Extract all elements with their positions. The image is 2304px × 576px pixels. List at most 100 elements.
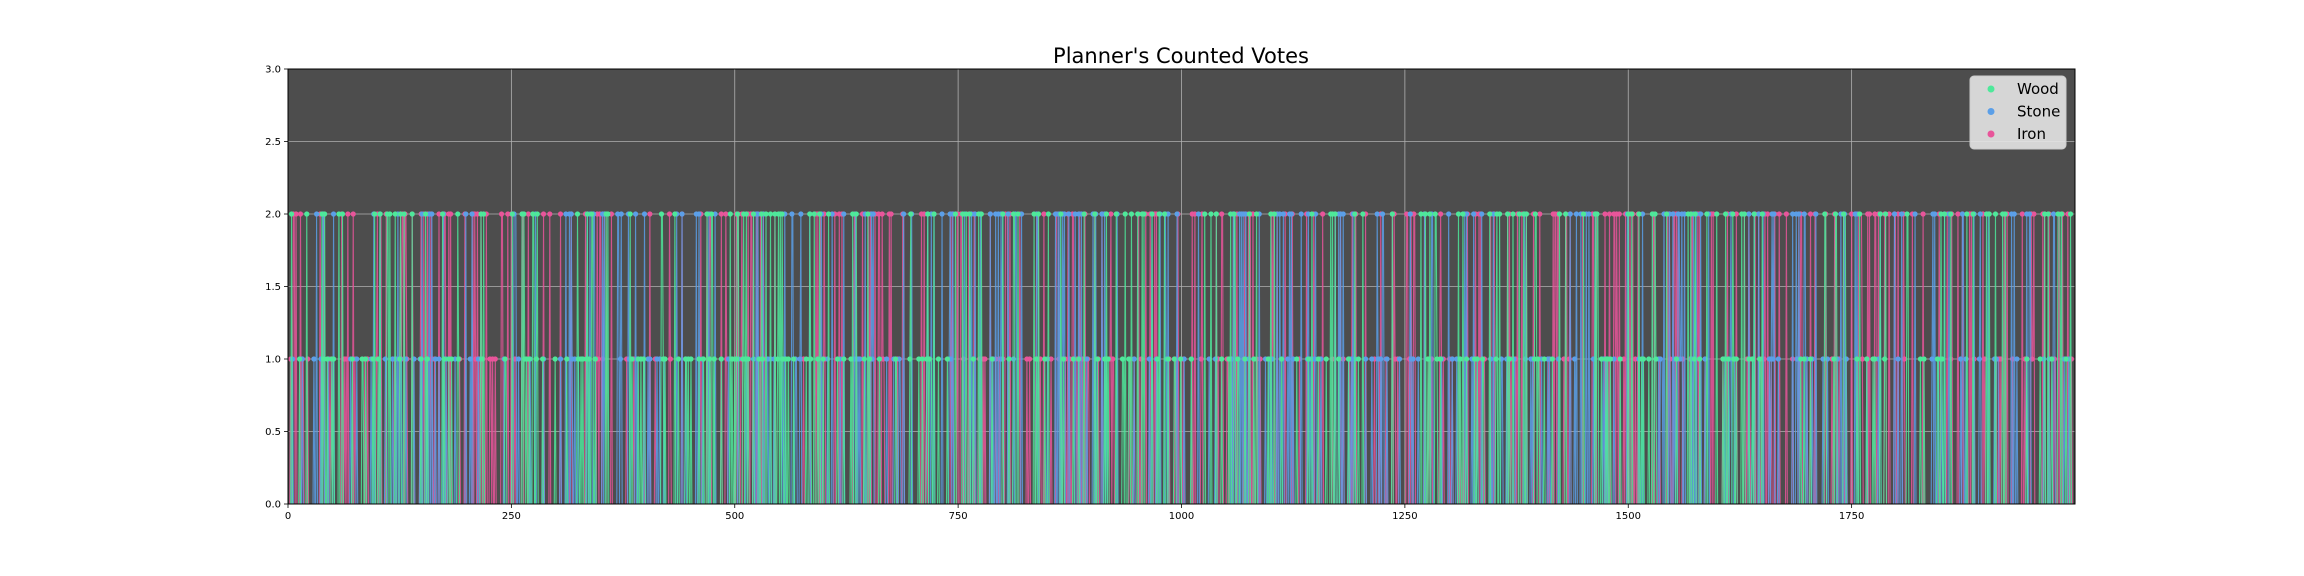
data-point bbox=[647, 211, 653, 217]
data-point bbox=[931, 211, 937, 217]
series-markers-wood bbox=[288, 211, 2074, 362]
data-point bbox=[1294, 356, 1300, 362]
data-point bbox=[401, 211, 407, 217]
data-point bbox=[324, 356, 330, 362]
data-point bbox=[1535, 356, 1541, 362]
data-point bbox=[363, 356, 369, 362]
data-point bbox=[436, 211, 442, 217]
data-point bbox=[1725, 356, 1731, 362]
data-point bbox=[1312, 356, 1318, 362]
data-point bbox=[1714, 211, 1720, 217]
data-point bbox=[1872, 356, 1878, 362]
legend-marker-wood bbox=[1987, 85, 1995, 93]
data-point bbox=[288, 211, 295, 217]
data-point bbox=[1697, 356, 1703, 362]
data-point bbox=[1652, 211, 1658, 217]
data-point bbox=[370, 356, 376, 362]
data-point bbox=[1882, 356, 1888, 362]
data-point bbox=[901, 211, 907, 217]
data-point bbox=[919, 356, 925, 362]
data-point bbox=[952, 211, 959, 217]
data-point bbox=[1094, 356, 1101, 362]
data-point bbox=[1422, 211, 1429, 217]
data-point bbox=[1510, 211, 1516, 217]
data-point bbox=[359, 356, 365, 362]
data-point bbox=[718, 356, 724, 362]
data-point bbox=[1219, 356, 1225, 362]
data-point bbox=[547, 211, 553, 217]
data-point bbox=[1379, 211, 1386, 217]
data-point bbox=[879, 211, 885, 217]
data-point bbox=[1776, 211, 1782, 217]
data-point bbox=[1664, 211, 1670, 217]
data-point bbox=[750, 211, 757, 217]
data-point bbox=[525, 211, 531, 217]
data-point bbox=[2019, 211, 2025, 217]
data-point bbox=[1636, 211, 1642, 217]
data-point bbox=[2063, 356, 2069, 362]
y-tick-label: 1.5 bbox=[265, 282, 281, 293]
data-point bbox=[1165, 356, 1171, 362]
data-point bbox=[1340, 211, 1346, 217]
data-point bbox=[1113, 211, 1119, 217]
data-point bbox=[533, 356, 539, 362]
data-point bbox=[1146, 356, 1152, 362]
data-point bbox=[1141, 211, 1147, 217]
data-point bbox=[1573, 211, 1580, 217]
data-point bbox=[1692, 211, 1698, 217]
data-point bbox=[1872, 211, 1878, 217]
data-point bbox=[926, 356, 933, 362]
data-point bbox=[1479, 211, 1485, 217]
data-point bbox=[615, 211, 621, 217]
data-point bbox=[1192, 211, 1198, 217]
data-point bbox=[1048, 356, 1054, 362]
data-point bbox=[1801, 211, 1807, 217]
data-point bbox=[1506, 356, 1513, 362]
data-point bbox=[1131, 356, 1137, 362]
data-point bbox=[1771, 211, 1777, 217]
data-point bbox=[441, 356, 447, 362]
data-point bbox=[1617, 356, 1623, 362]
data-point bbox=[1783, 211, 1789, 217]
data-point bbox=[1516, 211, 1522, 217]
data-point bbox=[711, 356, 717, 362]
data-point bbox=[1407, 211, 1413, 217]
data-point bbox=[1917, 356, 1924, 362]
y-tick-label: 0.0 bbox=[265, 500, 281, 511]
data-point bbox=[1733, 211, 1739, 217]
data-point bbox=[2049, 356, 2055, 362]
data-point bbox=[1277, 211, 1283, 217]
data-point bbox=[1298, 211, 1304, 217]
data-point bbox=[304, 211, 310, 217]
y-axis-ticks: 0.0 0.5 1.0 1.5 2.0 2.5 3.0 bbox=[265, 65, 288, 511]
data-point bbox=[948, 356, 954, 362]
data-point bbox=[2067, 211, 2074, 217]
data-point bbox=[592, 356, 598, 362]
data-point bbox=[1103, 211, 1110, 217]
data-point bbox=[1427, 211, 1433, 217]
data-point bbox=[354, 356, 360, 362]
data-point bbox=[727, 211, 733, 217]
data-point bbox=[1271, 211, 1278, 217]
data-point bbox=[1128, 211, 1135, 217]
data-point bbox=[1901, 356, 1907, 362]
data-point bbox=[1677, 356, 1683, 362]
data-point bbox=[1912, 211, 1918, 217]
data-point bbox=[1278, 356, 1285, 362]
data-point bbox=[1378, 356, 1384, 362]
data-point bbox=[963, 211, 969, 217]
data-point bbox=[700, 356, 707, 362]
data-point bbox=[907, 356, 913, 362]
x-tick-label: 250 bbox=[502, 511, 521, 522]
data-point bbox=[1070, 356, 1076, 362]
data-point bbox=[452, 356, 458, 362]
data-point bbox=[1493, 356, 1499, 362]
data-point bbox=[1352, 211, 1358, 217]
data-point bbox=[1149, 211, 1155, 217]
data-point bbox=[734, 211, 741, 217]
x-axis-ticks: 0 250 500 750 1000 1250 1500 1750 bbox=[285, 504, 1864, 522]
data-point bbox=[1602, 211, 1608, 217]
data-point bbox=[2014, 356, 2020, 362]
data-point bbox=[2055, 211, 2061, 217]
data-point bbox=[375, 356, 381, 362]
